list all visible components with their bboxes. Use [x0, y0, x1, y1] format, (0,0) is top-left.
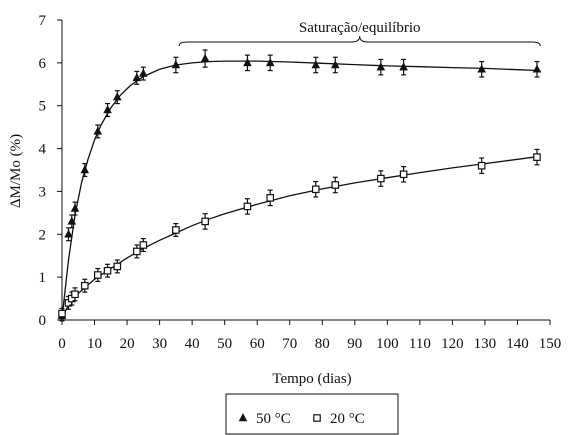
fit-curve-50c — [61, 60, 541, 318]
y-axis-title: ΔM/Mo (%) — [8, 134, 24, 208]
x-tick-label: 20 — [120, 336, 135, 352]
data-point-50c — [113, 92, 122, 101]
data-point-50c — [103, 105, 112, 114]
legend-label-50c: 50 °C — [256, 411, 291, 427]
data-point-20c — [133, 247, 141, 256]
saturation-brace — [178, 35, 541, 47]
chart-axes — [57, 19, 551, 325]
x-tick-labels: 0 10 20 30 40 50 60 70 80 90 100 110 120 130 140 150 — [58, 336, 561, 352]
x-tick-label: 50 — [217, 336, 232, 352]
data-point-20c — [243, 202, 252, 211]
x-tick-label: 140 — [506, 336, 529, 352]
data-point-50c — [376, 62, 386, 71]
data-point-20c — [201, 217, 209, 226]
y-tick-label: 6 — [39, 56, 47, 72]
data-point-20c — [331, 181, 340, 189]
data-point-50c — [70, 203, 80, 212]
y-tick-labels: 0 1 2 3 4 5 6 7 — [39, 13, 47, 329]
x-tick-label: 40 — [185, 336, 200, 352]
x-tick-label: 30 — [152, 336, 167, 352]
x-tick-label: 70 — [282, 336, 297, 352]
data-point-50c — [132, 73, 142, 82]
data-point-20c — [311, 185, 320, 194]
data-point-20c — [58, 309, 66, 318]
legend-marker-50c — [238, 413, 248, 422]
data-point-50c — [243, 58, 252, 67]
legend-label-20c: 20 °C — [330, 411, 365, 427]
data-point-50c — [139, 68, 148, 77]
data-point-50c — [171, 60, 181, 69]
data-point-50c — [80, 165, 90, 174]
data-point-20c — [377, 174, 385, 183]
data-point-50c — [265, 58, 275, 67]
y-tick-label: 5 — [39, 99, 47, 115]
saturation-annotation: Saturação/equilíbrio — [178, 20, 541, 47]
y-tick-label: 1 — [39, 270, 47, 286]
x-tick-label: 100 — [376, 336, 399, 352]
y-tick-label: 7 — [39, 13, 47, 29]
data-point-50c — [64, 229, 73, 238]
data-point-50c — [532, 64, 542, 73]
data-point-20c — [172, 226, 180, 234]
x-tick-label: 150 — [539, 336, 562, 352]
data-point-20c — [113, 262, 122, 271]
data-point-50c — [67, 216, 77, 225]
data-point-20c — [399, 170, 408, 179]
x-tick-label: 60 — [250, 336, 265, 352]
data-point-20c — [71, 290, 79, 299]
x-tick-label: 10 — [87, 336, 102, 352]
data-point-20c — [103, 266, 112, 275]
x-tick-label: 130 — [474, 336, 497, 352]
data-point-20c — [93, 271, 102, 279]
y-tick-label: 4 — [39, 142, 47, 158]
data-point-20c — [80, 281, 89, 290]
legend: 50 °C 20 °C — [225, 393, 399, 435]
data-point-50c — [311, 60, 321, 69]
x-tick-label: 80 — [315, 336, 330, 352]
data-point-20c — [266, 194, 275, 202]
x-tick-label: 90 — [347, 336, 362, 352]
x-axis-title: Tempo (dias) — [272, 371, 351, 387]
legend-box — [225, 393, 399, 435]
data-point-20c — [533, 153, 541, 161]
fit-curves — [61, 60, 541, 319]
x-tick-label: 0 — [58, 336, 66, 352]
legend-marker-20c — [313, 414, 321, 422]
data-point-50c — [200, 53, 210, 62]
data-point-20c — [139, 241, 148, 249]
x-tick-label: 110 — [409, 336, 431, 352]
data-point-50c — [477, 64, 486, 73]
data-point-50c — [399, 62, 408, 71]
data-point-20c — [477, 161, 486, 170]
saturation-label: Saturação/equilíbrio — [299, 20, 421, 36]
x-tick-label: 120 — [441, 336, 464, 352]
y-tick-label: 0 — [39, 313, 47, 329]
data-point-50c — [93, 126, 103, 135]
y-tick-label: 3 — [39, 184, 47, 200]
data-points — [57, 49, 542, 322]
y-tick-label: 2 — [39, 227, 47, 243]
fit-curve-20c — [61, 155, 541, 319]
data-point-50c — [331, 60, 340, 69]
